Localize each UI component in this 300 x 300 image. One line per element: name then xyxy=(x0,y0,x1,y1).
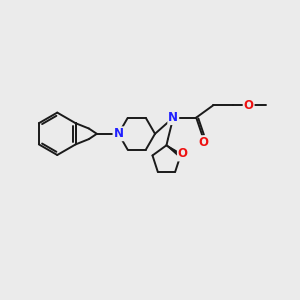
Polygon shape xyxy=(167,145,182,157)
Text: O: O xyxy=(198,136,208,149)
Text: N: N xyxy=(113,127,124,140)
Text: N: N xyxy=(168,111,178,124)
Text: O: O xyxy=(178,148,188,160)
Text: O: O xyxy=(244,99,254,112)
